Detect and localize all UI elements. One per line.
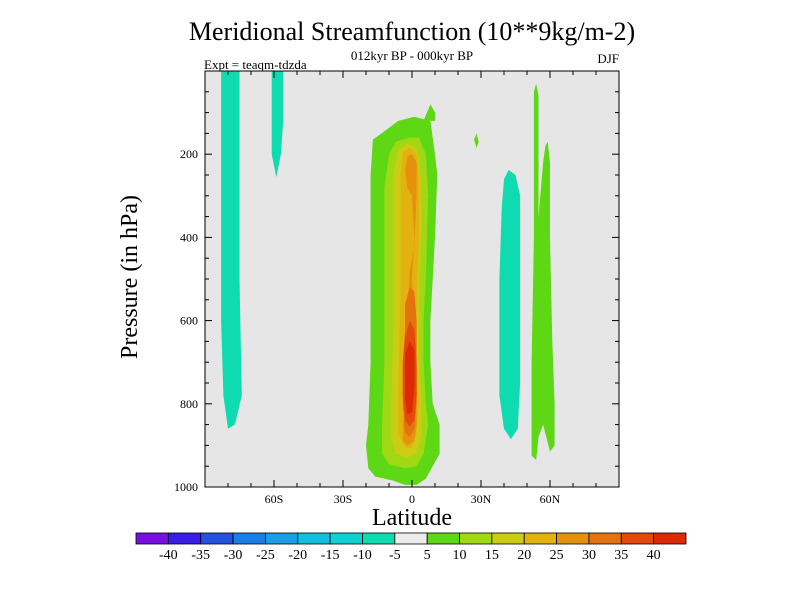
contour-region-4 bbox=[474, 133, 479, 148]
experiment-label: Expt = teaqm-tdzda bbox=[204, 57, 307, 72]
colorbar-label: -10 bbox=[353, 548, 372, 563]
colorbar-swatch bbox=[653, 532, 687, 545]
colorbar-label: 10 bbox=[453, 548, 467, 563]
colorbar-label: -15 bbox=[321, 548, 340, 563]
contour-region-1 bbox=[271, 71, 284, 178]
x-tick-label: 0 bbox=[409, 492, 415, 506]
contour-region-6 bbox=[531, 83, 555, 460]
chart-subtitle: 012kyr BP - 000kyr BP bbox=[351, 48, 473, 63]
y-tick-label: 200 bbox=[180, 147, 198, 161]
colorbar-label: -20 bbox=[288, 548, 307, 563]
y-tick-label: 800 bbox=[180, 397, 198, 411]
colorbar-label: 20 bbox=[517, 548, 531, 563]
y-tick-label: 1000 bbox=[174, 480, 198, 494]
colorbar-label: 35 bbox=[614, 548, 628, 563]
colorbar-swatch bbox=[265, 532, 299, 545]
colorbar-swatch bbox=[394, 532, 428, 545]
contour-region-3 bbox=[423, 104, 435, 121]
colorbar-swatch bbox=[426, 532, 460, 545]
colorbar-label: 15 bbox=[485, 548, 499, 563]
colorbar-swatch bbox=[135, 532, 169, 545]
colorbar-label: -25 bbox=[256, 548, 275, 563]
axis-ticks: 60S 30S 0 30N 60N 200 400 600 800 1000 bbox=[174, 70, 620, 506]
colorbar-swatch bbox=[459, 532, 493, 545]
chart-title: Meridional Streamfunction (10**9kg/m-2) bbox=[189, 17, 635, 46]
colorbar-label: -5 bbox=[389, 548, 401, 563]
colorbar-label: 40 bbox=[647, 548, 661, 563]
colorbar-swatch bbox=[200, 532, 234, 545]
contour-regions bbox=[221, 71, 555, 485]
y-tick-label: 400 bbox=[180, 230, 198, 244]
colorbar-label: 25 bbox=[550, 548, 564, 563]
colorbar-label: 5 bbox=[424, 548, 431, 563]
season-label: DJF bbox=[597, 51, 619, 66]
colorbar-label: 30 bbox=[582, 548, 596, 563]
colorbar-swatch bbox=[523, 532, 557, 545]
colorbar-label: -30 bbox=[224, 548, 243, 563]
colorbar-swatch bbox=[588, 532, 622, 545]
x-tick-label: 30S bbox=[334, 492, 353, 506]
y-tick-label: 600 bbox=[180, 314, 198, 328]
x-axis-label: Latitude bbox=[372, 505, 452, 531]
colorbar-swatch bbox=[362, 532, 396, 545]
colorbar-label: -35 bbox=[191, 548, 210, 563]
contour-region-5 bbox=[499, 170, 521, 440]
colorbar-swatch bbox=[491, 532, 525, 545]
contour-region-0 bbox=[221, 71, 242, 429]
colorbar-swatch bbox=[167, 532, 202, 545]
colorbar-swatch bbox=[232, 532, 266, 545]
x-tick-label: 30N bbox=[471, 492, 492, 506]
y-axis-label: Pressure (in hPa) bbox=[117, 195, 143, 359]
colorbar-swatch bbox=[329, 532, 363, 545]
colorbar-swatch bbox=[556, 532, 590, 545]
contour-region-13 bbox=[405, 341, 415, 415]
colorbar-swatch bbox=[620, 532, 655, 545]
x-tick-label: 60N bbox=[540, 492, 561, 506]
colorbar: -40 -35 -30 -25 -20 -15 -10 -5 5 10 15 20 25 30 35 40 bbox=[135, 532, 687, 563]
colorbar-swatch bbox=[297, 532, 331, 545]
x-tick-label: 60S bbox=[265, 492, 284, 506]
colorbar-label: -40 bbox=[159, 548, 178, 563]
